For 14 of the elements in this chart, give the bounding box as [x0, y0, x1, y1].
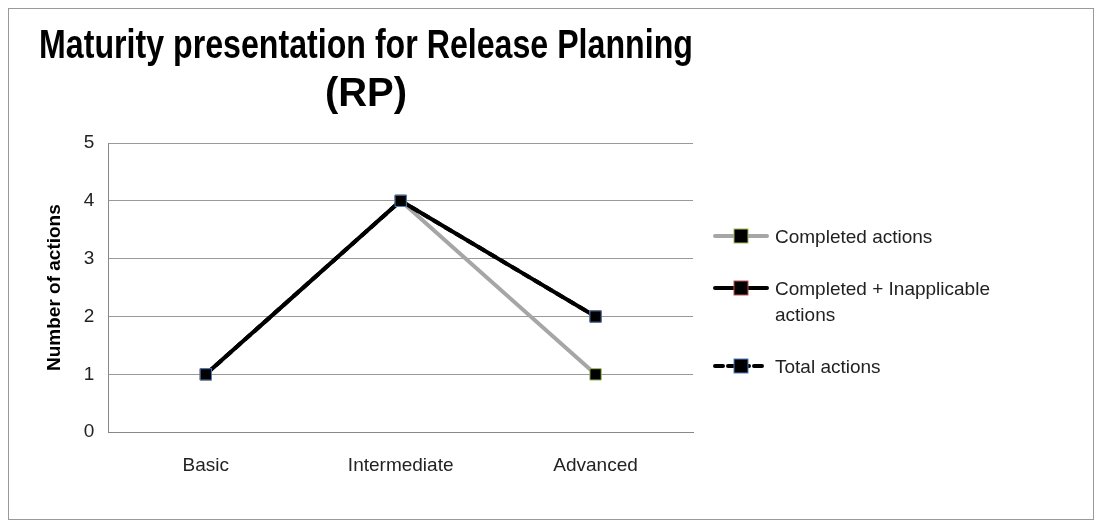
legend-label: Total actions: [775, 355, 882, 379]
x-tick-label: Advanced: [553, 453, 638, 475]
y-axis-title: Number of actions: [42, 204, 64, 372]
legend-label: Completed + Inapplicable actions: [775, 277, 991, 327]
y-tick-label: 3: [83, 246, 95, 268]
y-tick-label: 1: [83, 362, 95, 384]
legend-label: Completed actions: [775, 225, 934, 249]
y-tick-label: 5: [83, 131, 95, 153]
y-tick-label: 2: [83, 304, 95, 326]
x-tick-label: Intermediate: [347, 453, 454, 475]
chart-title: Maturity presentation for Release Planning (RP): [39, 21, 693, 115]
x-tick-label: Basic: [182, 453, 230, 475]
y-tick-label: 0: [83, 420, 95, 442]
y-tick-label: 4: [83, 189, 95, 211]
